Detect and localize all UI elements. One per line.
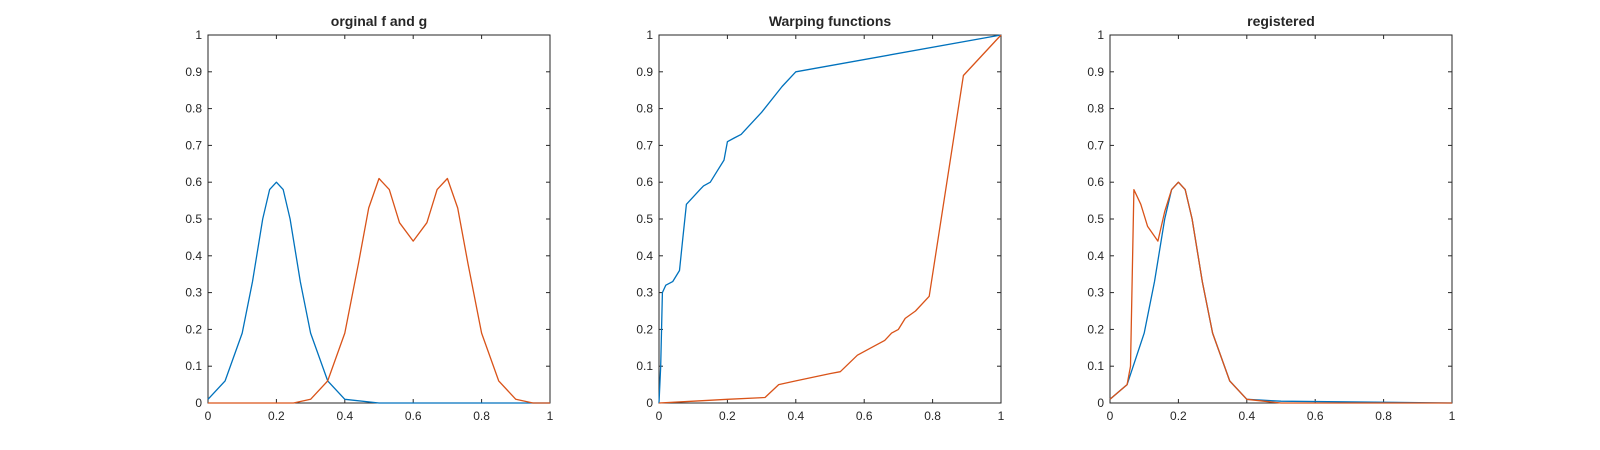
- x-tick-label: 1: [1449, 409, 1456, 423]
- y-tick-label: 0.4: [1087, 249, 1104, 263]
- x-tick-label: 0.6: [1307, 409, 1324, 423]
- x-tick-label: 0.8: [473, 409, 490, 423]
- y-tick-label: 0.2: [1087, 322, 1104, 336]
- y-tick-label: 0.2: [636, 322, 653, 336]
- y-tick-label: 0.7: [185, 138, 202, 152]
- y-tick-label: 0.7: [636, 138, 653, 152]
- x-tick-label: 0.2: [268, 409, 285, 423]
- y-tick-label: 0.8: [185, 102, 202, 116]
- y-tick-label: 1: [1097, 28, 1104, 42]
- x-tick-label: 0.4: [336, 409, 353, 423]
- y-tick-label: 0.2: [185, 322, 202, 336]
- y-tick-label: 0.8: [1087, 102, 1104, 116]
- y-tick-label: 1: [195, 28, 202, 42]
- y-tick-label: 0.1: [185, 359, 202, 373]
- series-line-2: [208, 177, 550, 404]
- series-line-1: [658, 34, 1002, 404]
- y-tick-label: 0.4: [636, 249, 653, 263]
- plot-area: [207, 34, 551, 404]
- y-tick-label: 0.6: [1087, 175, 1104, 189]
- x-tick-label: 1: [998, 409, 1005, 423]
- y-tick-label: 0.9: [1087, 65, 1104, 79]
- series-line-1: [207, 181, 550, 404]
- y-tick-label: 0.5: [1087, 212, 1104, 226]
- y-tick-label: 0.1: [636, 359, 653, 373]
- chart-panel-3: registered 0 0.2 0.4 0.6 0.8 1 0 0.1 0.2 0.3 0.4 0.5…: [1087, 13, 1455, 423]
- chart-panel-2: Warping functions 0 0.2 0.4 0.6 0.8 1 0 0.1 0.2 0.…: [636, 13, 1004, 423]
- y-tick-label: 0.5: [185, 212, 202, 226]
- x-tick-label: 0.2: [1170, 409, 1187, 423]
- y-tick-label: 0.6: [185, 175, 202, 189]
- y-tick-label: 0.4: [185, 249, 202, 263]
- series-line-2: [658, 34, 1002, 404]
- x-tick-label: 0.8: [924, 409, 941, 423]
- plot-area: [1109, 34, 1453, 404]
- x-tick-label: 0: [1107, 409, 1114, 423]
- y-tick-label: 0: [1097, 396, 1104, 410]
- y-tick-label: 0.7: [1087, 138, 1104, 152]
- y-tick-label: 0: [195, 396, 202, 410]
- x-tick-label: 0.2: [719, 409, 736, 423]
- series-line-2: [1109, 181, 1452, 404]
- x-tick-label: 0.4: [1238, 409, 1255, 423]
- y-tick-label: 1: [646, 28, 653, 42]
- x-tick-label: 0: [656, 409, 663, 423]
- y-tick-label: 0.3: [1087, 286, 1104, 300]
- chart-title: Warping functions: [769, 13, 892, 29]
- plot-area: [658, 34, 1002, 404]
- x-tick-label: 0.6: [405, 409, 422, 423]
- x-tick-label: 0.4: [787, 409, 804, 423]
- y-tick-label: 0.9: [636, 65, 653, 79]
- y-tick-label: 0.3: [636, 286, 653, 300]
- y-tick-label: 0.8: [636, 102, 653, 116]
- x-tick-label: 1: [547, 409, 554, 423]
- y-tick-label: 0: [646, 396, 653, 410]
- x-tick-label: 0.8: [1375, 409, 1392, 423]
- x-tick-label: 0.6: [856, 409, 873, 423]
- chart-title: registered: [1247, 13, 1315, 29]
- chart-title: orginal f and g: [331, 13, 427, 29]
- y-tick-label: 0.6: [636, 175, 653, 189]
- y-tick-label: 0.1: [1087, 359, 1104, 373]
- chart-panel-1: orginal f and g 0 0.2 0.4 0.6 0.8 1 0 0.1 0.2 0.3 0…: [185, 13, 553, 423]
- y-tick-label: 0.9: [185, 65, 202, 79]
- y-tick-label: 0.3: [185, 286, 202, 300]
- y-tick-label: 0.5: [636, 212, 653, 226]
- x-tick-label: 0: [205, 409, 212, 423]
